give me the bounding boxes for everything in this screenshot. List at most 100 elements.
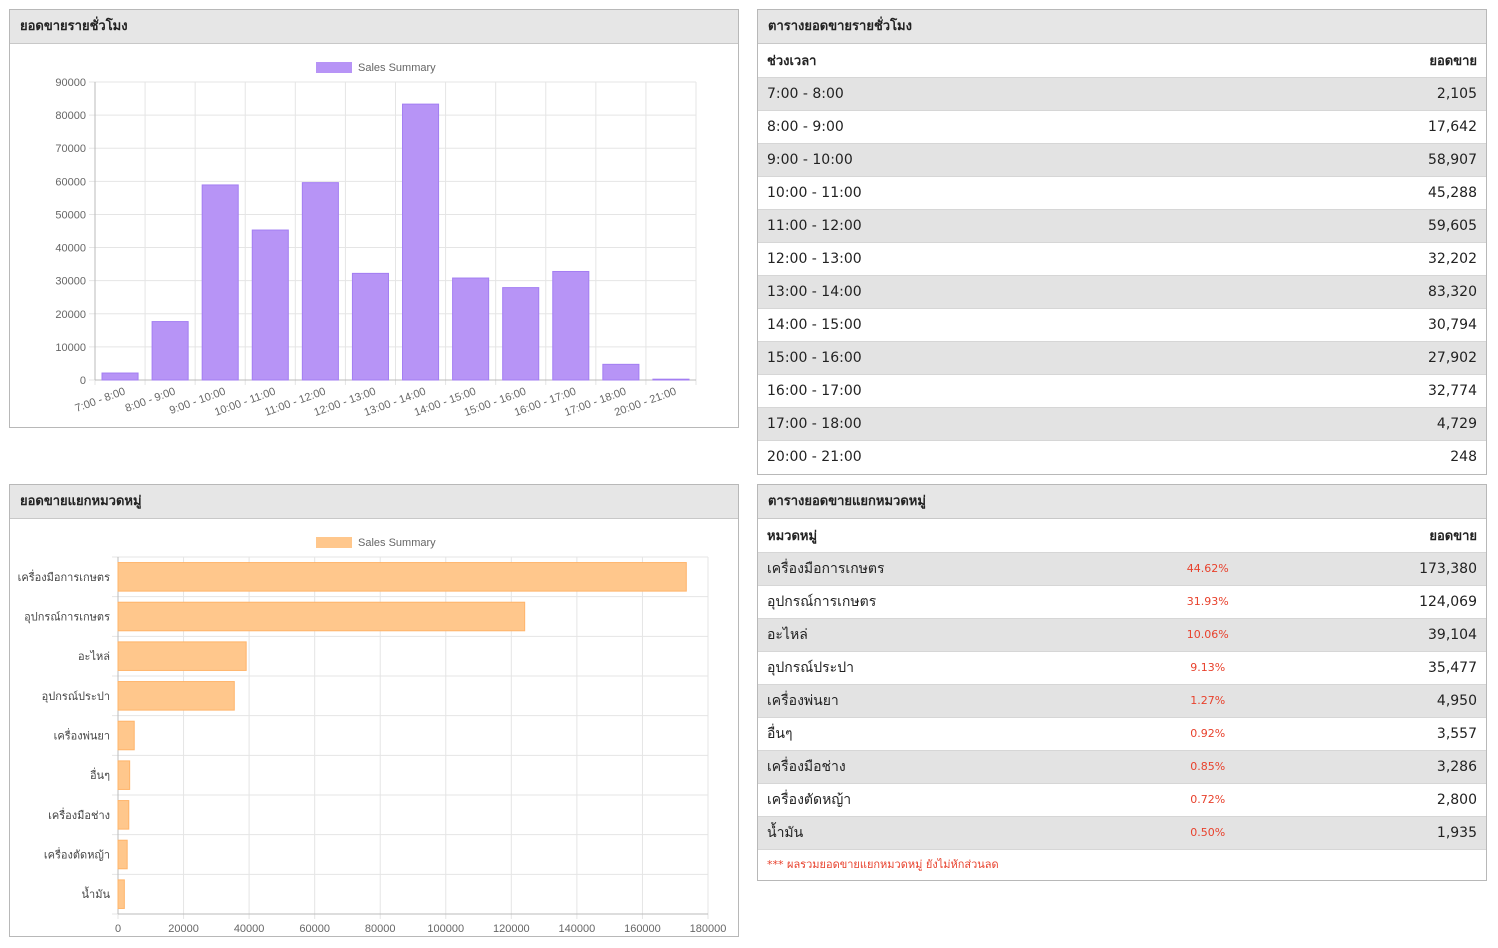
time-range-cell: 16:00 - 17:00	[758, 373, 1215, 407]
sales-cell: 58,907	[1214, 142, 1486, 176]
category-sales-cell: 35,477	[1267, 650, 1486, 684]
hourly-table-title: ตารางยอดขายรายชั่วโมง	[758, 10, 1486, 44]
bar	[117, 760, 131, 790]
y-tick-label: เครื่องมือช่าง	[48, 807, 110, 822]
hourly-sales-chart: Sales Summary 0 10000 20000 30000 40000 50000 6…	[55, 62, 697, 419]
category-note: *** ผลรวมยอดขายแยกหมวดหมู่ ยังไม่หักส่วน…	[758, 849, 1486, 878]
legend: Sales Summary	[316, 62, 436, 74]
bar	[652, 378, 690, 381]
table-row: 17:00 - 18:00 4,729	[758, 406, 1486, 440]
table-row: อะไหล่ 10.06% 39,104	[758, 617, 1486, 651]
category-percent-cell: 1.27%	[1147, 683, 1268, 717]
table-row: เครื่องมือการเกษตร 44.62% 173,380	[758, 551, 1486, 585]
time-range-cell: 7:00 - 8:00	[758, 76, 1215, 110]
table-row: เครื่องมือช่าง 0.85% 3,286	[758, 749, 1486, 783]
col-sales-header: ยอดขาย	[1429, 53, 1477, 69]
y-tick-label: อื่นๆ	[90, 767, 110, 782]
category-percent-cell: 0.72%	[1147, 782, 1268, 816]
table-row: 20:00 - 21:00 248	[758, 439, 1486, 473]
table-row: อุปกรณ์การเกษตร 31.93% 124,069	[758, 584, 1486, 618]
y-tick-label: เครื่องมือการเกษตร	[18, 569, 110, 584]
category-sales-cell: 4,950	[1267, 683, 1486, 717]
sales-cell: 27,902	[1214, 340, 1486, 374]
time-range-cell: 11:00 - 12:00	[758, 208, 1215, 242]
category-percent-cell: 9.13%	[1147, 650, 1268, 684]
bar	[552, 270, 590, 381]
sales-cell: 30,794	[1214, 307, 1486, 341]
y-tick-label: 80000	[55, 110, 86, 122]
bar	[117, 839, 128, 870]
category-sales-cell: 3,286	[1267, 749, 1486, 783]
category-table-body: เครื่องมือการเกษตร 44.62% 173,380 อุปกรณ์กา…	[758, 551, 1486, 849]
x-tick-label: 180000	[690, 923, 727, 935]
hourly-sales-title: ยอดขายรายชั่วโมง	[10, 10, 738, 44]
hourly-sales-table: ช่วงเวลา ยอดขาย 7:00 - 8:00 2,105 8:00 - 9…	[758, 44, 1486, 473]
bar	[117, 720, 135, 751]
y-tick-label: น้ำมัน	[82, 886, 111, 901]
table-row: 9:00 - 10:00 58,907	[758, 142, 1486, 176]
table-row: น้ำมัน 0.50% 1,935	[758, 815, 1486, 849]
sales-cell: 32,774	[1214, 373, 1486, 407]
table-row: 10:00 - 11:00 45,288	[758, 175, 1486, 209]
table-row: 7:00 - 8:00 2,105	[758, 76, 1486, 110]
category-name-cell: เครื่องพ่นยา	[758, 683, 1148, 717]
table-row: 8:00 - 9:00 17,642	[758, 109, 1486, 143]
bar	[502, 287, 540, 381]
y-tick-label: 10000	[55, 342, 86, 354]
category-table-title: ตารางยอดขายแยกหมวดหมู่	[758, 485, 1486, 519]
y-tick-label: 20000	[55, 309, 86, 321]
bar	[602, 363, 640, 381]
sales-cell: 59,605	[1214, 208, 1486, 242]
x-tick-label: 120000	[493, 923, 530, 935]
y-tick-label: 0	[80, 375, 86, 387]
sales-cell: 4,729	[1214, 406, 1486, 440]
y-tick-label: อุปกรณ์ประปา	[42, 690, 110, 703]
category-name-cell: อุปกรณ์ประปา	[758, 650, 1148, 684]
time-range-cell: 9:00 - 10:00	[758, 142, 1215, 176]
bar	[351, 272, 389, 381]
category-percent-cell: 44.62%	[1147, 551, 1268, 585]
legend-swatch	[316, 62, 352, 73]
bar	[201, 184, 239, 381]
hourly-sales-panel: ยอดขายรายชั่วโมง Sales Summary 0 10000 2000…	[9, 9, 739, 428]
x-tick-label: 140000	[559, 923, 596, 935]
table-row: เครื่องตัดหญ้า 0.72% 2,800	[758, 782, 1486, 816]
y-tick-label: 40000	[55, 243, 86, 255]
category-name-cell: อื่นๆ	[758, 716, 1148, 750]
y-tick-label: 50000	[55, 209, 86, 221]
category-name-cell: เครื่องมือการเกษตร	[758, 551, 1148, 585]
table-row: อื่นๆ 0.92% 3,557	[758, 716, 1486, 750]
time-range-cell: 10:00 - 11:00	[758, 175, 1215, 209]
col-time-header: ช่วงเวลา	[767, 53, 817, 69]
table-row: 11:00 - 12:00 59,605	[758, 208, 1486, 242]
bar	[151, 321, 189, 381]
bar	[402, 103, 440, 381]
bar	[117, 562, 687, 592]
category-percent-cell: 0.85%	[1147, 749, 1268, 783]
table-row: อุปกรณ์ประปา 9.13% 35,477	[758, 650, 1486, 684]
category-sales-cell: 124,069	[1267, 584, 1486, 618]
category-percent-cell: 0.92%	[1147, 716, 1268, 750]
category-sales-cell: 2,800	[1267, 782, 1486, 816]
table-row: 12:00 - 13:00 32,202	[758, 241, 1486, 275]
time-range-cell: 13:00 - 14:00	[758, 274, 1215, 308]
y-tick-label: อะไหล่	[78, 650, 110, 663]
legend: Sales Summary	[316, 537, 436, 549]
x-tick-label: 60000	[299, 923, 330, 935]
time-range-cell: 20:00 - 21:00	[758, 439, 1215, 473]
bar	[117, 800, 130, 830]
category-sales-table: หมวดหมู่ ยอดขาย เครื่องมือการเกษตร 44.62%…	[758, 519, 1486, 849]
category-sales-cell: 3,557	[1267, 716, 1486, 750]
category-sales-cell: 173,380	[1267, 551, 1486, 585]
bar	[117, 681, 235, 711]
y-tick-label: 90000	[55, 77, 86, 89]
category-name-cell: เครื่องมือช่าง	[758, 749, 1148, 783]
table-row: 16:00 - 17:00 32,774	[758, 373, 1486, 407]
x-tick-label: 40000	[234, 923, 265, 935]
time-range-cell: 8:00 - 9:00	[758, 109, 1215, 143]
category-percent-cell: 0.50%	[1147, 815, 1268, 849]
col-category-header: หมวดหมู่	[767, 528, 818, 544]
category-sales-cell: 1,935	[1267, 815, 1486, 849]
y-tick-label: เครื่องตัดหญ้า	[44, 847, 110, 862]
category-sales-table-panel: ตารางยอดขายแยกหมวดหมู่ หมวดหมู่ ยอดขาย เ…	[757, 484, 1487, 881]
